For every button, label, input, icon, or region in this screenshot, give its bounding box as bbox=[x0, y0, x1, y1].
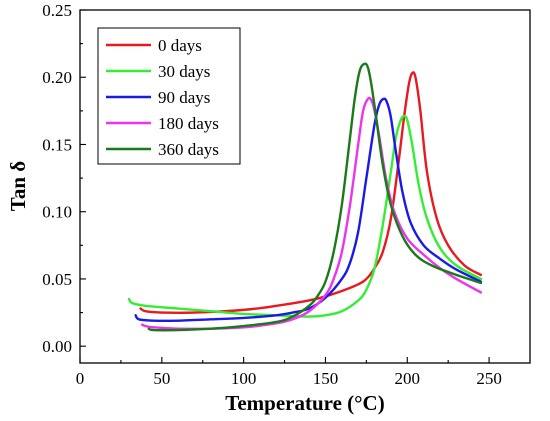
series-line-0-days bbox=[139, 71, 483, 315]
legend-label-90-days: 90 days bbox=[158, 88, 210, 107]
legend-label-30-days: 30 days bbox=[158, 62, 210, 81]
y-tick-label: 0.00 bbox=[42, 337, 72, 356]
y-axis: 0.00 0.05 0.10 0.15 0.20 0.25 bbox=[42, 1, 86, 356]
x-tick-label: 0 bbox=[76, 369, 85, 388]
y-tick-label: 0.20 bbox=[42, 68, 72, 87]
y-tick-label: 0.25 bbox=[42, 1, 72, 20]
x-tick-label: 250 bbox=[476, 369, 502, 388]
x-tick-label: 50 bbox=[153, 369, 170, 388]
x-axis-title: Temperature (°C) bbox=[225, 391, 384, 415]
legend-label-360-days: 360 days bbox=[158, 140, 219, 159]
plot-frame bbox=[79, 9, 531, 364]
series-line-360-days bbox=[147, 62, 483, 332]
x-tick-label: 150 bbox=[313, 369, 339, 388]
series-line-30-days bbox=[127, 115, 483, 318]
series-line-90-days bbox=[134, 97, 483, 323]
x-tick-label: 200 bbox=[395, 369, 421, 388]
legend-label-0-days: 0 days bbox=[158, 36, 202, 55]
legend-label-180-days: 180 days bbox=[158, 114, 219, 133]
x-tick-label: 100 bbox=[231, 369, 257, 388]
y-tick-label: 0.10 bbox=[42, 203, 72, 222]
series-lines bbox=[127, 62, 483, 332]
x-axis: 0 50 100 150 200 250 bbox=[76, 357, 502, 388]
legend: 0 days 30 days 90 days 180 days 360 days bbox=[97, 27, 241, 165]
y-tick-label: 0.05 bbox=[42, 270, 72, 289]
y-axis-title: Tan δ bbox=[6, 161, 30, 212]
y-tick-label: 0.15 bbox=[42, 135, 72, 154]
